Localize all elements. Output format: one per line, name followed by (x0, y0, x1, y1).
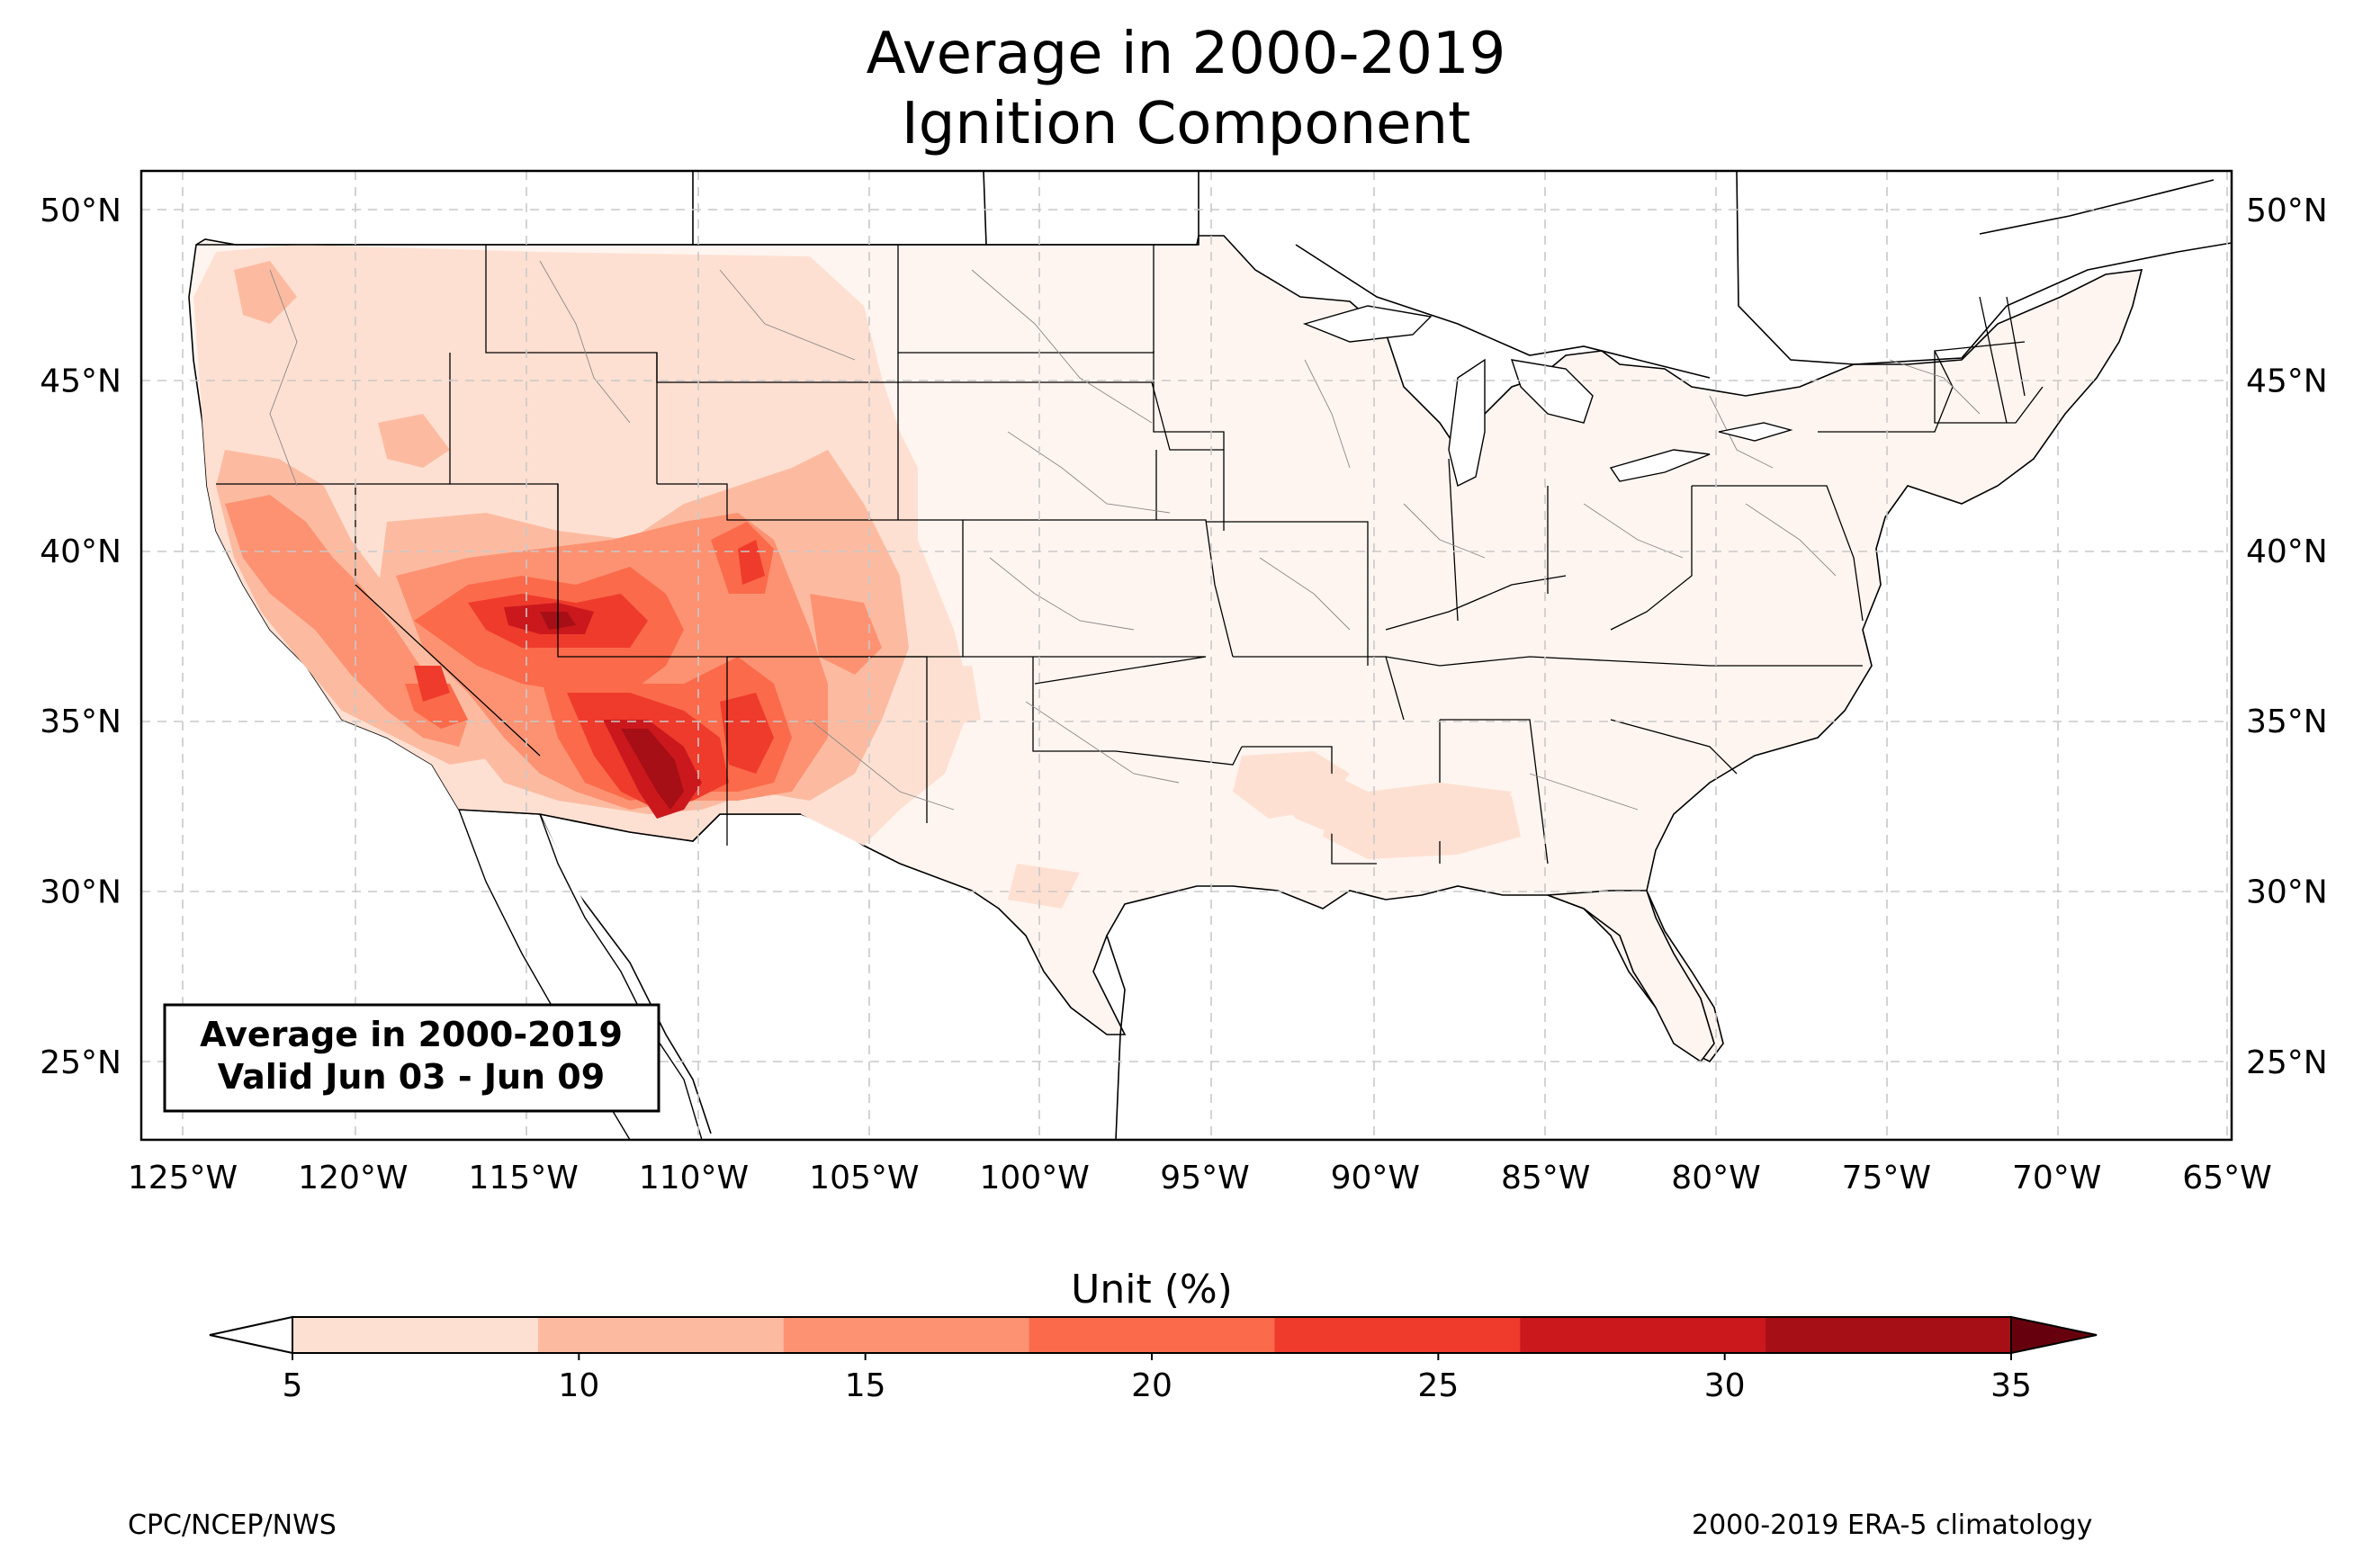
lat-tick-label: 45°N (40, 363, 121, 399)
colorbar-segment (292, 1317, 539, 1353)
colorbar-segment (1274, 1317, 1521, 1353)
longitude-labels: 125°W 120°W 115°W 110°W 105°W 100°W 95°W 90°W 85… (128, 1160, 2272, 1196)
lon-tick-label: 105°W (809, 1160, 919, 1196)
lat-tick-label: 35°N (2246, 703, 2328, 740)
footer-right: 2000-2019 ERA-5 climatology (1692, 1510, 2093, 1541)
inset-line-2: Valid Jun 03 - Jun 09 (218, 1057, 605, 1097)
lon-tick-label: 120°W (298, 1160, 408, 1196)
lon-tick-label: 65°W (2182, 1160, 2271, 1196)
lon-tick-label: 85°W (1501, 1160, 1590, 1196)
colorbar-tick-label: 20 (1131, 1367, 1173, 1404)
lat-tick-label: 50°N (2246, 193, 2328, 229)
colorbar-segment (1029, 1317, 1275, 1353)
colorbar: 5 10 15 20 25 30 35 (209, 1315, 2098, 1404)
colorbar-tick-label: 5 (283, 1367, 303, 1404)
colorbar-tick-label: 15 (845, 1367, 886, 1404)
lon-tick-label: 90°W (1331, 1160, 1420, 1196)
colorbar-tick-label: 25 (1417, 1367, 1459, 1404)
colorbar-under-extend (209, 1315, 293, 1355)
latitude-labels-right: 50°N 45°N 40°N 35°N 30°N 25°N (2246, 193, 2328, 1081)
great-lakes (1302, 305, 1793, 488)
colorbar-segment (1766, 1317, 2012, 1353)
colorbar-label: Unit (%) (1071, 1267, 1233, 1313)
lat-tick-label: 50°N (40, 193, 121, 229)
lat-tick-label: 25°N (40, 1044, 121, 1081)
title-line-2: Ignition Component (901, 91, 1471, 157)
lat-tick-label: 40°N (40, 533, 121, 570)
lon-tick-label: 75°W (1842, 1160, 1931, 1196)
colorbar-over-extend (2010, 1315, 2098, 1355)
colorbar-tick-label: 35 (1990, 1367, 2032, 1404)
colorbar-segment (1520, 1317, 1766, 1353)
colorbar-segment (783, 1317, 1030, 1353)
lat-tick-label: 30°N (40, 874, 121, 911)
county-lines (269, 260, 1981, 811)
inset-box: Average in 2000-2019 Valid Jun 03 - Jun … (163, 1003, 660, 1113)
lon-tick-label: 115°W (469, 1160, 579, 1196)
lat-tick-label: 45°N (2246, 363, 2328, 399)
colorbar-segment (537, 1317, 785, 1353)
title-line-1: Average in 2000-2019 (866, 21, 1506, 87)
lon-tick-label: 125°W (128, 1160, 238, 1196)
latitude-labels-left: 50°N 45°N 40°N 35°N 30°N 25°N (40, 193, 121, 1081)
inset-line-1: Average in 2000-2019 (200, 1015, 623, 1054)
lat-tick-label: 35°N (40, 703, 121, 740)
colorbar-tick-label: 10 (558, 1367, 599, 1404)
lon-tick-label: 110°W (639, 1160, 749, 1196)
lon-tick-label: 95°W (1160, 1160, 1249, 1196)
florida (1547, 890, 1715, 1063)
lon-tick-label: 100°W (980, 1160, 1090, 1196)
lat-tick-label: 25°N (2246, 1044, 2328, 1081)
florida-tint (1260, 765, 1512, 846)
lon-tick-label: 80°W (1671, 1160, 1760, 1196)
footer-left: CPC/NCEP/NWS (128, 1510, 337, 1541)
lat-tick-label: 30°N (2246, 874, 2328, 911)
lon-tick-label: 70°W (2012, 1160, 2101, 1196)
map-frame (139, 169, 2233, 1142)
lat-tick-label: 40°N (2246, 533, 2328, 570)
colorbar-tick-label: 30 (1704, 1367, 1746, 1404)
